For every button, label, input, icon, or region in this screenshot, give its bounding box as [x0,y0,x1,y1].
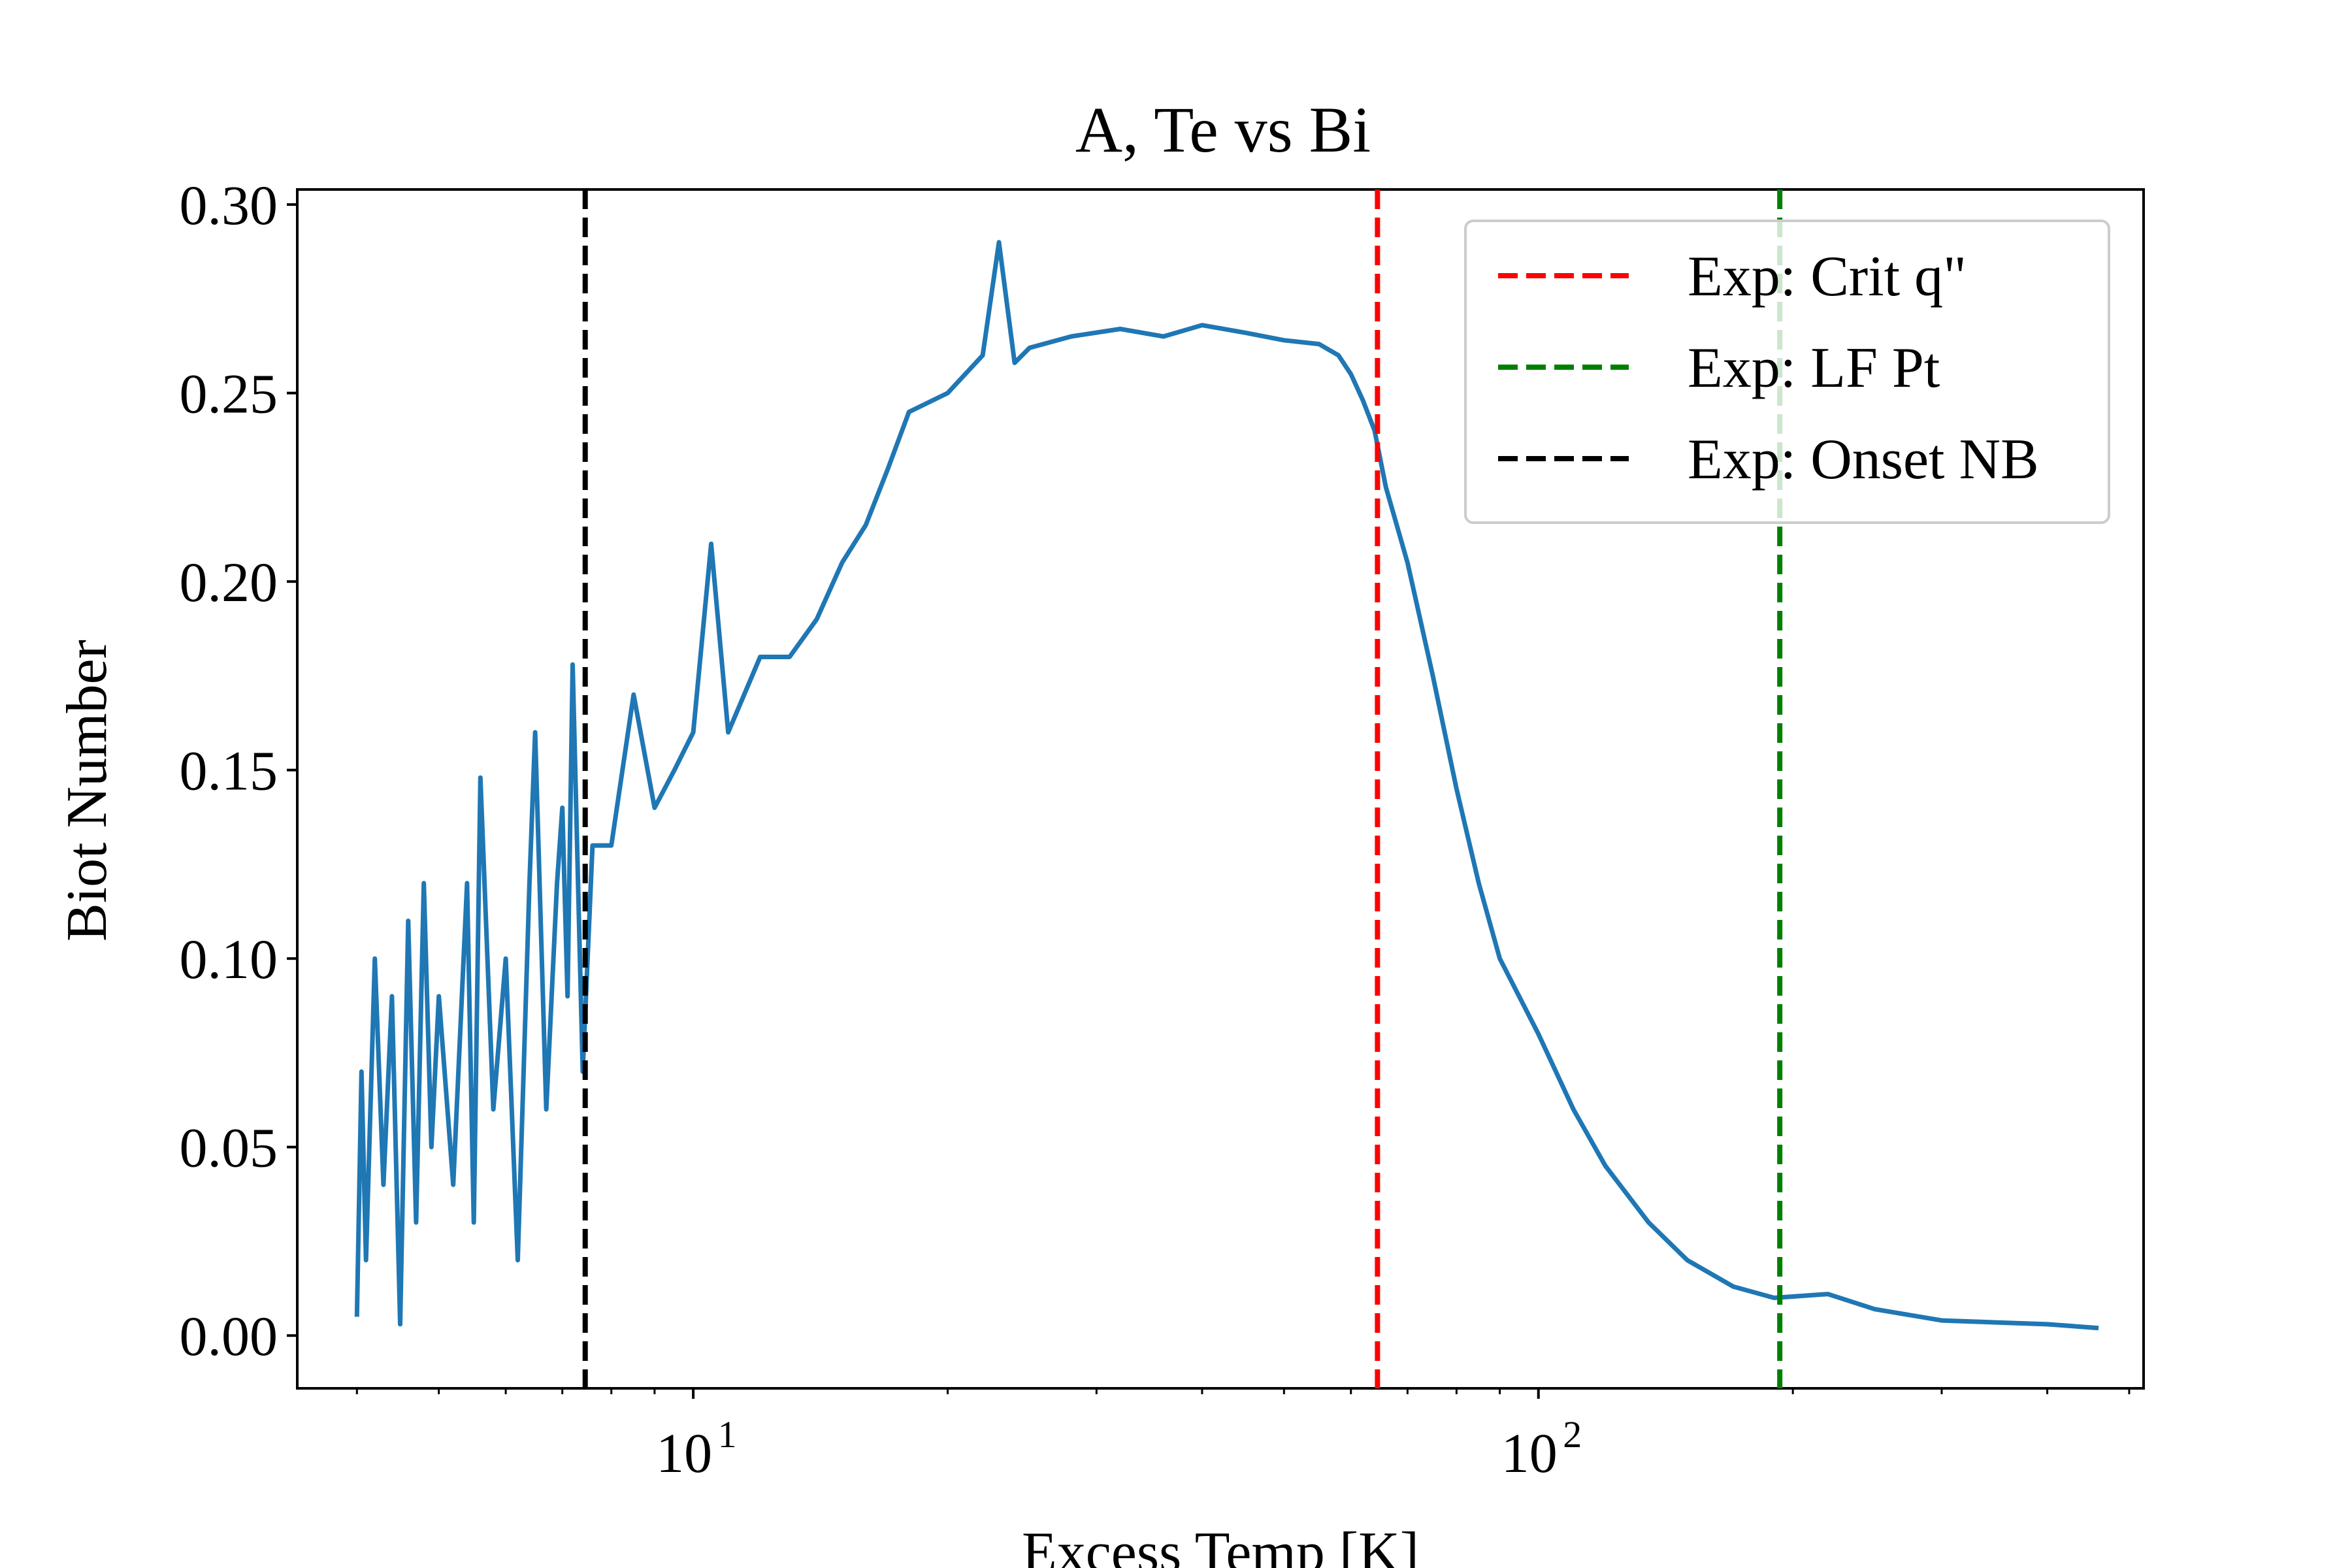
y-tick-label-2: 0.10 [180,928,278,990]
plot-frame [296,188,2145,1390]
y-axis-ticks: 0.00 0.05 0.10 0.15 0.20 0.25 0.30 [180,174,297,1367]
y-tick-label-6: 0.30 [180,174,278,237]
series-layer [354,240,2099,1331]
x-tick-exp-0: 1 [718,1413,737,1456]
y-tick-label-0: 0.00 [180,1305,278,1367]
x-axis-ticks: 10 1 10 2 [355,1388,2131,1484]
x-tick-label-0: 10 [656,1422,712,1484]
y-tick-label-5: 0.25 [180,363,278,425]
chart-title: A, Te vs Bi [1075,93,1371,166]
legend-box [1464,220,2110,524]
legend-label-1: Exp: LF Pt [1688,336,1940,400]
legend-label-0: Exp: Crit q" [1688,245,1967,308]
y-tick-label-1: 0.05 [180,1117,278,1179]
series-line [354,240,2099,1331]
x-tick-label-1: 10 [1501,1422,1558,1484]
y-axis-label: Biot Number [56,640,119,941]
y-tick-label-4: 0.20 [180,551,278,613]
y-tick-label-3: 0.15 [180,740,278,802]
legend: Exp: Crit q" Exp: LF Pt Exp: Onset NB [1464,220,2110,524]
x-axis-label: Excess Temp [K] [1022,1521,1419,1568]
legend-label-2: Exp: Onset NB [1688,428,2039,491]
x-tick-exp-1: 2 [1563,1413,1582,1456]
plot-area: 10 1 10 2 0.000.050.100.150.200.250.30 [180,174,2145,1484]
